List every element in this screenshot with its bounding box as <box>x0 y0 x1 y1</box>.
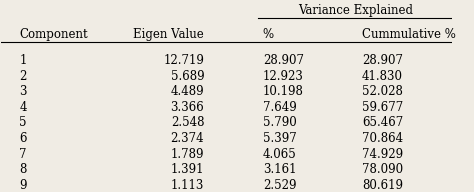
Text: Component: Component <box>19 28 88 41</box>
Text: Cummulative %: Cummulative % <box>362 28 456 41</box>
Text: 2.529: 2.529 <box>263 179 296 192</box>
Text: 8: 8 <box>19 163 27 176</box>
Text: 1.789: 1.789 <box>171 147 204 161</box>
Text: 52.028: 52.028 <box>362 85 403 98</box>
Text: 3.366: 3.366 <box>171 101 204 114</box>
Text: 4: 4 <box>19 101 27 114</box>
Text: 59.677: 59.677 <box>362 101 403 114</box>
Text: %: % <box>263 28 274 41</box>
Text: 5.790: 5.790 <box>263 117 297 129</box>
Text: 28.907: 28.907 <box>362 54 403 67</box>
Text: 12.719: 12.719 <box>164 54 204 67</box>
Text: 5.689: 5.689 <box>171 70 204 83</box>
Text: 70.864: 70.864 <box>362 132 403 145</box>
Text: 28.907: 28.907 <box>263 54 304 67</box>
Text: 10.198: 10.198 <box>263 85 304 98</box>
Text: 4.065: 4.065 <box>263 147 297 161</box>
Text: Variance Explained: Variance Explained <box>298 4 413 17</box>
Text: 4.489: 4.489 <box>171 85 204 98</box>
Text: 1.113: 1.113 <box>171 179 204 192</box>
Text: 2: 2 <box>19 70 27 83</box>
Text: 6: 6 <box>19 132 27 145</box>
Text: 74.929: 74.929 <box>362 147 403 161</box>
Text: 65.467: 65.467 <box>362 117 403 129</box>
Text: 3.161: 3.161 <box>263 163 296 176</box>
Text: 5.397: 5.397 <box>263 132 297 145</box>
Text: 80.619: 80.619 <box>362 179 403 192</box>
Text: 41.830: 41.830 <box>362 70 403 83</box>
Text: 7: 7 <box>19 147 27 161</box>
Text: 1: 1 <box>19 54 27 67</box>
Text: 7.649: 7.649 <box>263 101 297 114</box>
Text: 2.374: 2.374 <box>171 132 204 145</box>
Text: 1.391: 1.391 <box>171 163 204 176</box>
Text: 3: 3 <box>19 85 27 98</box>
Text: 2.548: 2.548 <box>171 117 204 129</box>
Text: 9: 9 <box>19 179 27 192</box>
Text: Eigen Value: Eigen Value <box>133 28 203 41</box>
Text: 12.923: 12.923 <box>263 70 304 83</box>
Text: 5: 5 <box>19 117 27 129</box>
Text: 78.090: 78.090 <box>362 163 403 176</box>
